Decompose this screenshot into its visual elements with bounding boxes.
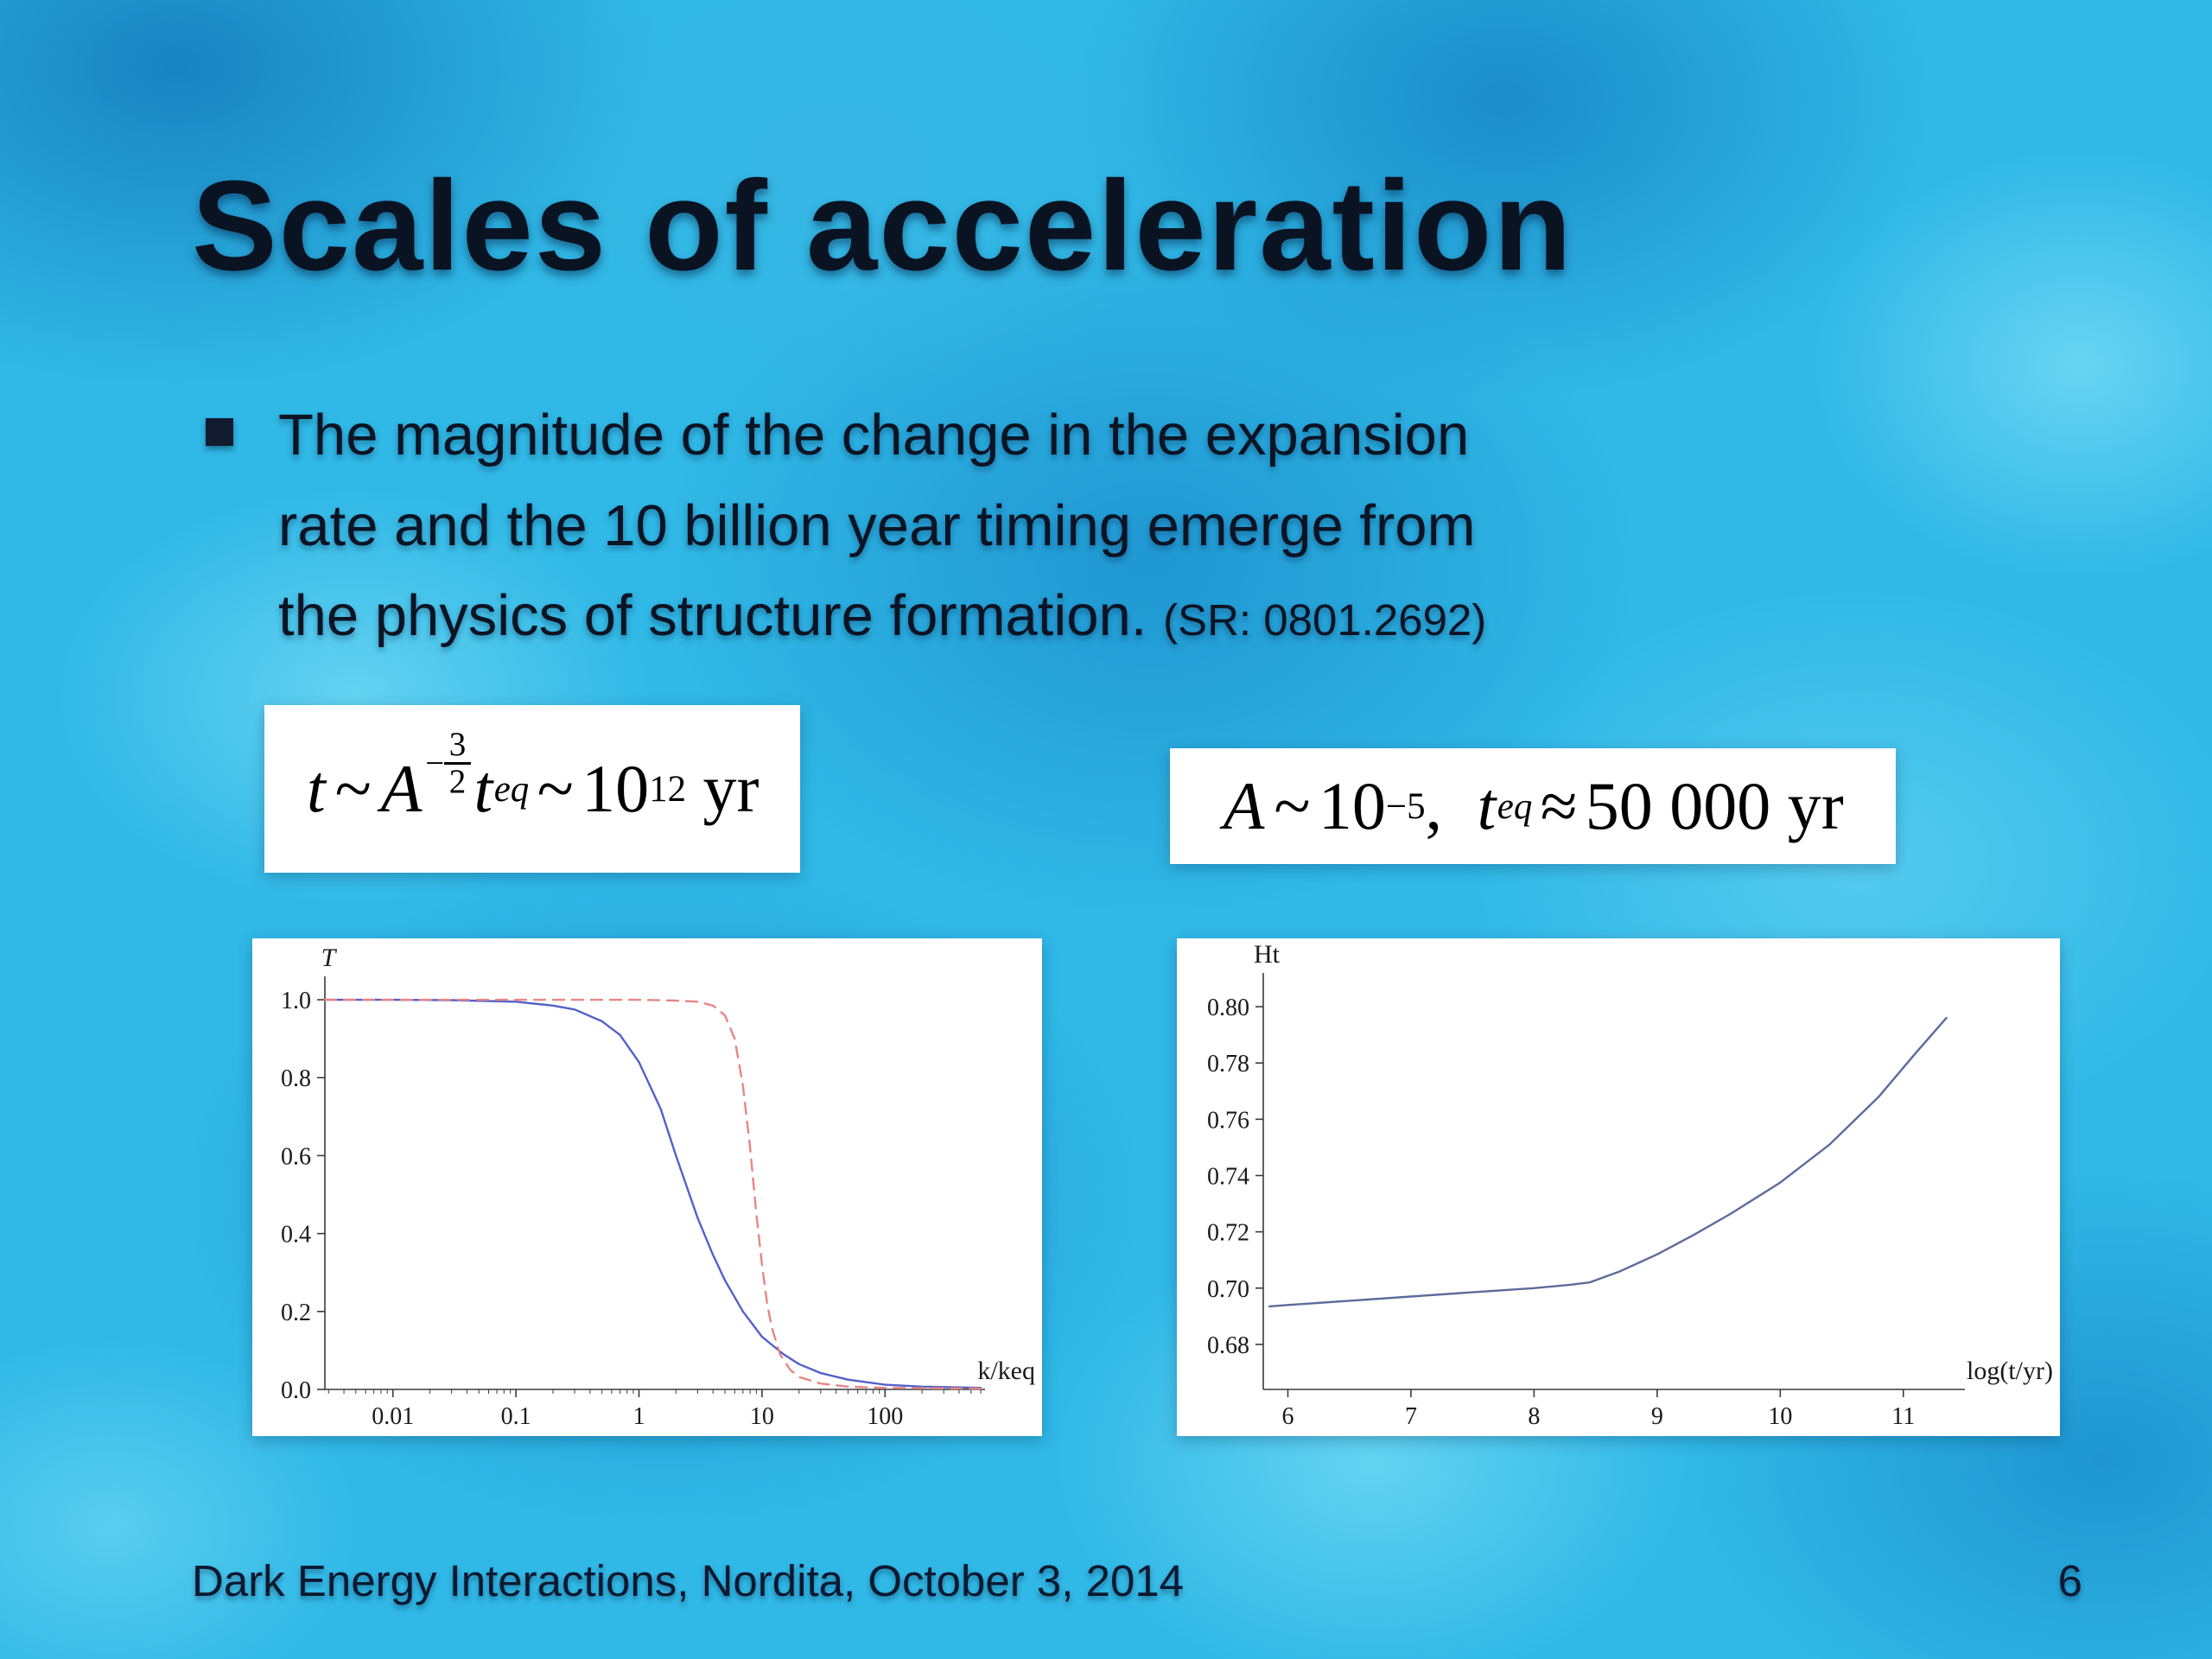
subscript-eq-2: eq	[1497, 785, 1533, 827]
formula-var-teq: t	[474, 751, 493, 826]
svg-text:10: 10	[750, 1403, 774, 1430]
unit-yr: yr	[702, 751, 760, 826]
approx-operator: ≈	[1540, 768, 1578, 843]
formula-var-A2: A	[1223, 768, 1265, 843]
exponent-minus: −	[425, 745, 445, 783]
svg-text:0.80: 0.80	[1207, 995, 1249, 1021]
svg-text:0.68: 0.68	[1207, 1332, 1249, 1359]
tilde-operator-2: ~	[537, 751, 574, 826]
formula-var-teq-2: t	[1477, 768, 1497, 843]
svg-text:7: 7	[1405, 1403, 1417, 1430]
comma: ,	[1425, 768, 1443, 843]
svg-text:0.72: 0.72	[1207, 1220, 1249, 1247]
svg-text:0.1: 0.1	[501, 1403, 531, 1430]
svg-text:6: 6	[1281, 1403, 1294, 1430]
tilde-operator-3: ~	[1274, 768, 1311, 843]
bullet-line-3: the physics of structure formation. (SR:…	[278, 571, 1486, 662]
svg-text:0.2: 0.2	[281, 1300, 311, 1326]
page-number: 6	[2057, 1556, 2082, 1605]
svg-text:0.01: 0.01	[372, 1403, 414, 1430]
bullet-text: The magnitude of the change in the expan…	[278, 391, 1486, 662]
svg-text:100: 100	[867, 1403, 903, 1430]
svg-text:k/keq: k/keq	[977, 1357, 1035, 1385]
footer-text: Dark Energy Interactions, Nordita, Octob…	[192, 1556, 1185, 1605]
svg-text:1: 1	[632, 1403, 645, 1430]
bullet-square-icon	[206, 418, 233, 446]
tilde-operator: ~	[334, 751, 372, 826]
unit-yr-2: yr	[1787, 768, 1844, 843]
base-ten: 10	[582, 751, 650, 826]
svg-text:Ht: Ht	[1254, 940, 1281, 969]
exponent-12: 12	[649, 768, 687, 810]
formula-var-t: t	[307, 751, 326, 826]
hubble-rate-plot: 6 7 8 9 10 11 0.68 0.70 0.72 0.74 0.76 0.78 0.80 Ht lo…	[1177, 938, 2060, 1436]
svg-text:0.76: 0.76	[1207, 1107, 1249, 1134]
bullet-line-2: rate and the 10 billion year timing emer…	[278, 493, 1476, 558]
exponent-numerator: 3	[444, 727, 471, 766]
transfer-function-chart: 0.01 0.1 1 10 100 0.0 0.2 0.4 0.6 0.8 1.0 Tk/keq	[281, 944, 1035, 1430]
svg-text:0.0: 0.0	[281, 1377, 311, 1404]
svg-text:11: 11	[1891, 1403, 1915, 1430]
svg-text:1.0: 1.0	[281, 988, 311, 1014]
bullet-line-3-text: the physics of structure formation.	[278, 583, 1147, 649]
exponent-minus5: −5	[1385, 785, 1426, 827]
base-ten-2: 10	[1318, 768, 1386, 843]
formula-timescale: t ~ A −3 2 t eq ~10 12 yr	[264, 705, 800, 873]
svg-text:T: T	[321, 944, 338, 972]
exponent-denominator: 2	[448, 763, 467, 801]
subscript-eq: eq	[493, 768, 530, 810]
formula-amplitude: A ~10 −5, t eq ≈50 000 yr	[1170, 748, 1896, 864]
svg-text:9: 9	[1651, 1403, 1663, 1430]
svg-text:0.6: 0.6	[281, 1143, 311, 1170]
teq-value: 50 000	[1585, 768, 1771, 843]
page-title: Scales of acceleration	[192, 155, 1573, 298]
svg-text:log(t/yr): log(t/yr)	[1967, 1357, 2053, 1385]
bullet-item: The magnitude of the change in the expan…	[206, 391, 2055, 662]
svg-text:0.74: 0.74	[1207, 1163, 1249, 1190]
svg-text:10: 10	[1768, 1403, 1792, 1430]
formula-var-A: A	[380, 751, 423, 826]
svg-text:0.70: 0.70	[1207, 1276, 1249, 1303]
citation: (SR: 0801.2692)	[1163, 595, 1487, 645]
svg-text:8: 8	[1528, 1403, 1540, 1430]
svg-text:0.4: 0.4	[281, 1222, 311, 1249]
exponent-fraction: −3 2	[425, 727, 471, 801]
bullet-line-1: The magnitude of the change in the expan…	[278, 403, 1470, 467]
svg-text:0.78: 0.78	[1207, 1051, 1249, 1077]
svg-text:0.8: 0.8	[281, 1065, 311, 1092]
